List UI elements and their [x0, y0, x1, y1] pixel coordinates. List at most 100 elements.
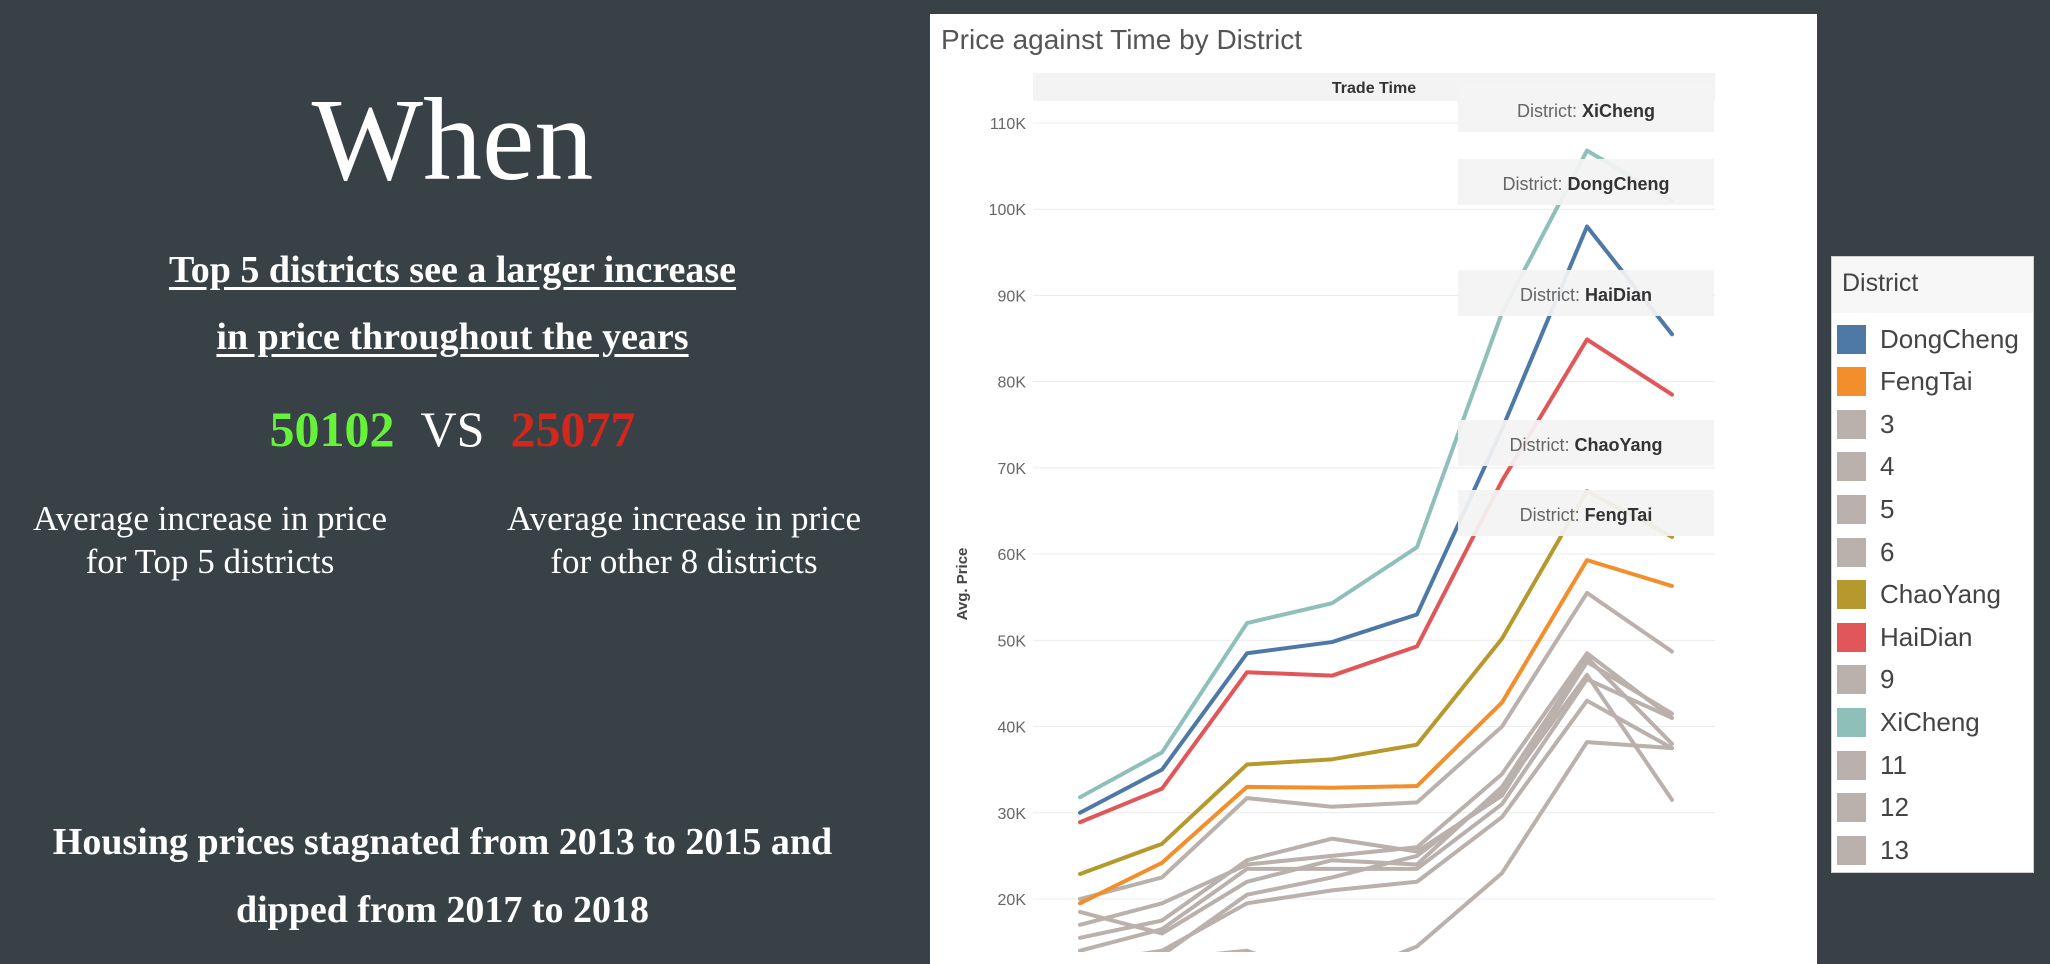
- top5-increase-value: 50102: [269, 401, 395, 457]
- tooltip-box: [1458, 420, 1714, 466]
- tooltip-district: FengTai: [1585, 505, 1653, 525]
- legend-label: 9: [1880, 664, 1895, 695]
- legend-label: HaiDian: [1880, 621, 1973, 652]
- y-tick-label: 20K: [998, 892, 1027, 909]
- series-line-12[interactable]: [1078, 655, 1674, 936]
- tooltip-prefix: District:: [1520, 505, 1585, 525]
- tooltip-text: District: XiCheng: [1517, 101, 1655, 121]
- legend-swatch: [1837, 665, 1866, 695]
- legend-item-haidian[interactable]: HaiDian: [1837, 621, 1973, 653]
- legend-label: 13: [1880, 834, 1909, 865]
- y-axis-label: Avg. Price: [954, 548, 971, 621]
- legend-label: 6: [1880, 536, 1895, 567]
- legend-swatch: [1837, 494, 1866, 524]
- legend-swatch: [1837, 793, 1866, 823]
- tooltip-text: District: HaiDian: [1520, 285, 1652, 305]
- legend-swatch: [1837, 835, 1866, 865]
- legend-label: DongCheng: [1880, 323, 2019, 354]
- series-line-xicheng[interactable]: [1078, 148, 1674, 800]
- y-tick-label: 40K: [998, 720, 1027, 737]
- subhead-line-1: Top 5 districts see a larger increase: [168, 249, 737, 291]
- top5-caption: Average increase in price for Top 5 dist…: [0, 497, 420, 583]
- chart-title: Price against Time by District: [941, 24, 1302, 55]
- tooltip-box: [1458, 86, 1714, 132]
- tooltip-district: DongCheng: [1568, 174, 1670, 194]
- tooltip-prefix: District:: [1503, 174, 1568, 194]
- tooltip-fengtai: District: FengTai: [1458, 490, 1714, 536]
- legend-label: ChaoYang: [1880, 579, 2001, 610]
- legend-title: District: [1842, 269, 1919, 297]
- headline: When: [311, 74, 594, 205]
- legend-item-12[interactable]: 12: [1837, 792, 1909, 824]
- legend-swatch: [1837, 622, 1866, 652]
- comparison: 50102 VS 25077: [0, 400, 905, 458]
- legend-label: 4: [1880, 451, 1895, 482]
- tooltip-text: District: DongCheng: [1503, 174, 1670, 194]
- legend-item-6[interactable]: 6: [1837, 536, 1894, 568]
- legend-item-chaoyang[interactable]: ChaoYang: [1837, 579, 2001, 611]
- y-tick-label: 70K: [998, 461, 1027, 478]
- footnote: Housing prices stagnated from 2013 to 20…: [0, 808, 885, 944]
- legend-label: 11: [1880, 749, 1907, 780]
- legend-item-9[interactable]: 9: [1837, 664, 1894, 696]
- legend-label: 5: [1880, 493, 1895, 524]
- tooltip-dongcheng: District: DongCheng: [1458, 159, 1714, 205]
- series-line-5[interactable]: [1078, 677, 1674, 952]
- legend-swatch: [1837, 409, 1866, 439]
- series-line-fengtai[interactable]: [1078, 558, 1674, 906]
- tooltip-xicheng: District: XiCheng: [1458, 86, 1714, 132]
- y-tick-label: 30K: [998, 806, 1027, 823]
- legend-swatch: [1837, 324, 1866, 354]
- tooltip-box: [1458, 270, 1714, 316]
- versus-label: VS: [420, 401, 485, 457]
- other8-increase-value: 25077: [510, 401, 636, 457]
- y-tick-label: 90K: [998, 288, 1027, 305]
- legend: District DongCheng FengTai 3 4 5 6 ChaoYang Hai…: [1831, 256, 2034, 873]
- tooltip-district: XiCheng: [1582, 101, 1655, 121]
- legend-item-11[interactable]: 11: [1837, 749, 1907, 781]
- chart-panel: Price against Time by District Trade Tim…: [930, 14, 1817, 964]
- series-line-9[interactable]: [1080, 740, 1674, 952]
- line-chart: Trade Time Avg. Price 20K 30K 40K 50K 60K 70K…: [954, 73, 1715, 952]
- y-tick-label: 60K: [998, 547, 1027, 564]
- legend-swatch: [1837, 580, 1866, 610]
- y-tick-label: 80K: [998, 375, 1027, 392]
- legend-item-5[interactable]: 5: [1837, 493, 1894, 525]
- legend-swatch: [1837, 750, 1866, 780]
- summary-panel: When Top 5 districts see a larger increa…: [0, 0, 905, 952]
- series-line-haidian[interactable]: [1078, 337, 1674, 825]
- tooltip-district: HaiDian: [1585, 285, 1652, 305]
- legend-label: XiCheng: [1880, 706, 1980, 737]
- tooltip-box: [1458, 490, 1714, 536]
- legend-swatch: [1837, 707, 1866, 737]
- legend-label: 12: [1880, 792, 1909, 823]
- other8-caption-line-1: Average increase in price: [507, 499, 861, 538]
- tooltip-text: District: FengTai: [1520, 505, 1653, 525]
- top5-caption-line-1: Average increase in price: [33, 499, 387, 538]
- series-line-11[interactable]: [1080, 672, 1674, 952]
- tooltip-haidian: District: HaiDian: [1458, 270, 1714, 316]
- other8-caption: Average increase in price for other 8 di…: [474, 497, 894, 583]
- footnote-line-2: dipped from 2017 to 2018: [235, 889, 650, 931]
- legend-label: 3: [1880, 408, 1895, 439]
- legend-item-4[interactable]: 4: [1837, 451, 1894, 483]
- top5-caption-line-2: for Top 5 districts: [85, 542, 335, 581]
- series-line-13[interactable]: [1078, 590, 1674, 901]
- series-line-3[interactable]: [1078, 651, 1674, 927]
- series-line-4[interactable]: [1078, 659, 1674, 940]
- chart-header: Trade Time: [1332, 80, 1416, 97]
- legend-item-fengtai[interactable]: FengTai: [1837, 366, 1973, 398]
- series-line-dongcheng[interactable]: [1078, 224, 1674, 815]
- legend-header: [1832, 257, 2033, 313]
- legend-item-xicheng[interactable]: XiCheng: [1837, 706, 1980, 738]
- other8-caption-line-2: for other 8 districts: [550, 542, 818, 581]
- footnote-line-1: Housing prices stagnated from 2013 to 20…: [52, 821, 833, 863]
- legend-swatch: [1837, 452, 1866, 482]
- legend-item-dongcheng[interactable]: DongCheng: [1837, 323, 2019, 355]
- y-tick-label: 50K: [998, 633, 1027, 650]
- tooltip-text: District: ChaoYang: [1509, 435, 1662, 455]
- tooltip-prefix: District:: [1517, 101, 1582, 121]
- legend-item-13[interactable]: 13: [1837, 834, 1909, 866]
- legend-item-3[interactable]: 3: [1837, 408, 1894, 440]
- legend-swatch: [1837, 537, 1866, 567]
